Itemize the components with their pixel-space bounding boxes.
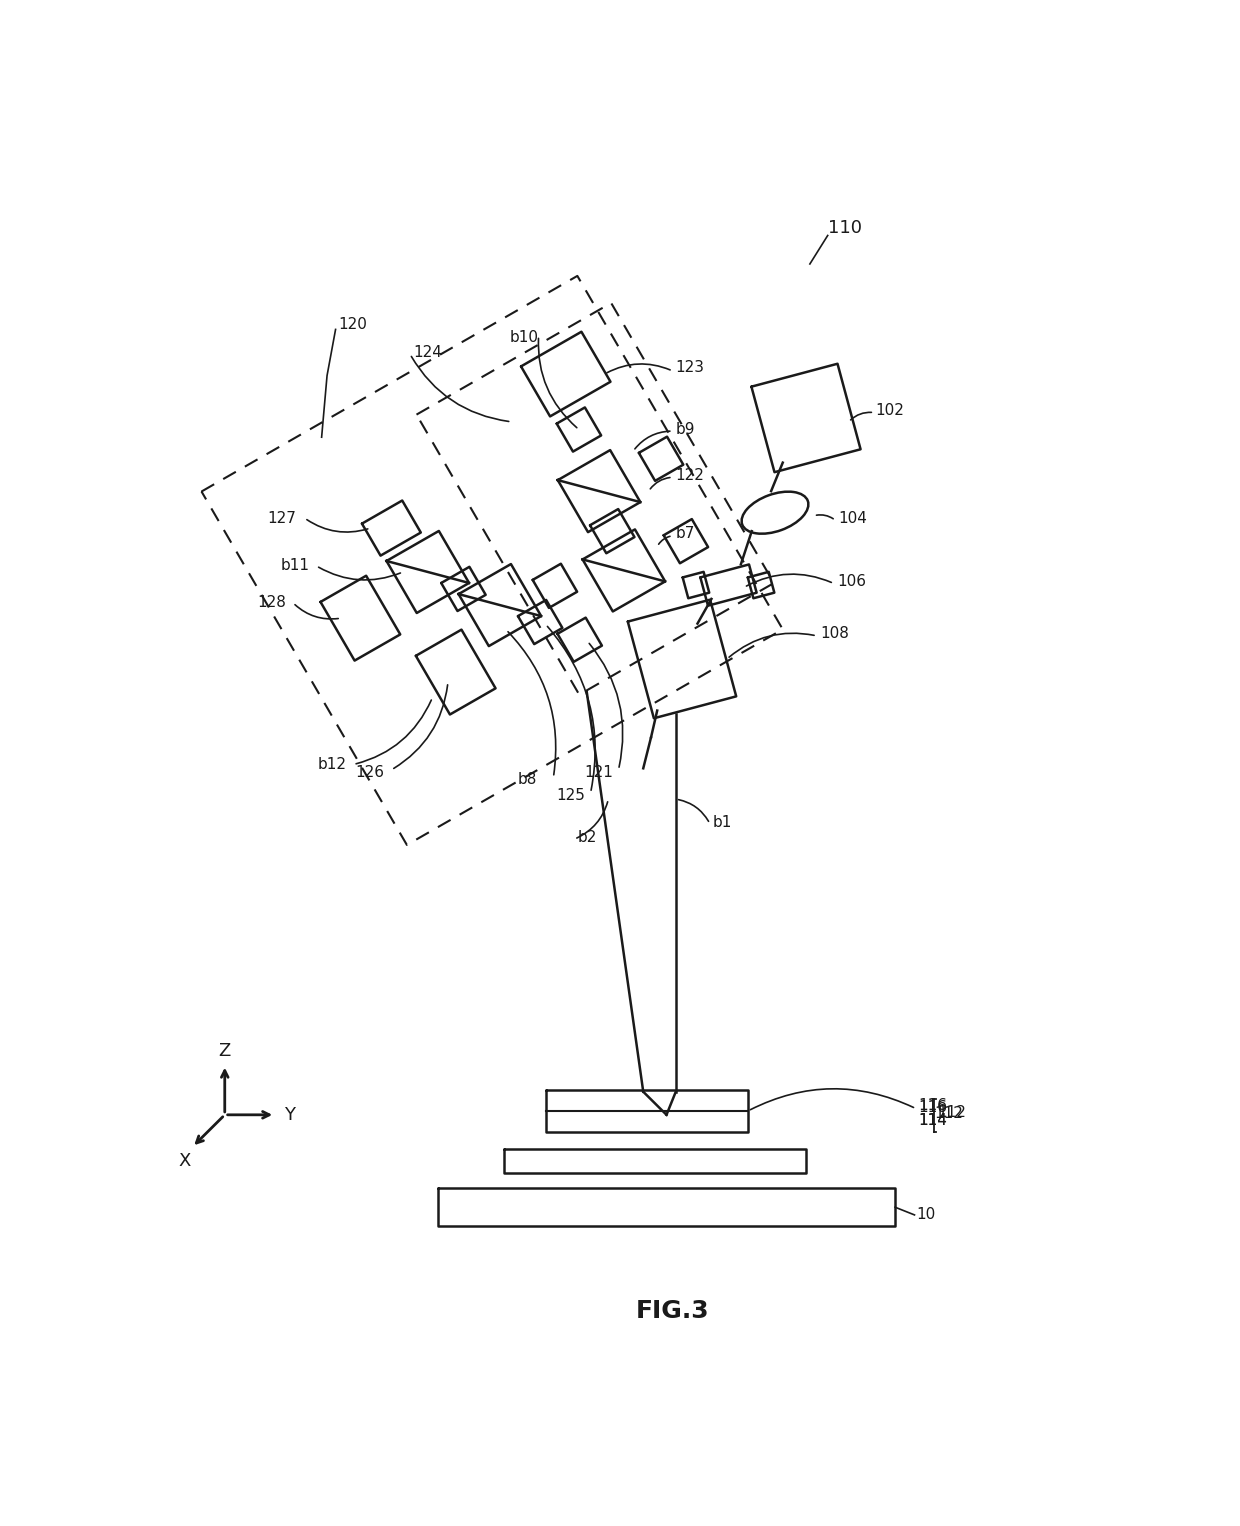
Text: 106: 106 [837, 574, 866, 589]
Text: 110: 110 [828, 218, 862, 237]
Text: 116: 116 [919, 1099, 947, 1112]
Text: 108: 108 [820, 626, 849, 641]
Text: 125: 125 [557, 787, 585, 803]
Text: 114: 114 [919, 1114, 947, 1129]
Text: 121: 121 [584, 765, 614, 780]
Text: Z: Z [218, 1042, 231, 1061]
Text: 126: 126 [355, 765, 384, 780]
Text: 112: 112 [934, 1106, 962, 1120]
Text: 122: 122 [676, 468, 704, 484]
Text: b11: b11 [280, 559, 310, 574]
Text: b2: b2 [578, 830, 596, 845]
Text: X: X [179, 1152, 191, 1170]
Text: 120: 120 [339, 316, 367, 331]
Text: b1: b1 [713, 815, 733, 830]
Text: 112: 112 [937, 1105, 967, 1120]
Text: b12: b12 [317, 757, 347, 772]
Text: 127: 127 [268, 511, 296, 525]
Text: 104: 104 [838, 511, 868, 525]
Text: FIG.3: FIG.3 [635, 1299, 709, 1323]
Text: 123: 123 [676, 360, 704, 375]
Text: b9: b9 [676, 423, 696, 436]
Text: 116: 116 [919, 1100, 947, 1114]
Text: 10: 10 [916, 1207, 935, 1222]
Ellipse shape [742, 491, 808, 534]
Text: 102: 102 [875, 403, 905, 418]
Text: 128: 128 [258, 595, 286, 610]
Text: b10: b10 [510, 330, 539, 345]
Text: b7: b7 [676, 526, 696, 542]
Text: 124: 124 [413, 345, 441, 360]
Text: 114: 114 [919, 1114, 947, 1129]
Text: Y: Y [284, 1106, 295, 1123]
Text: b8: b8 [518, 772, 537, 787]
